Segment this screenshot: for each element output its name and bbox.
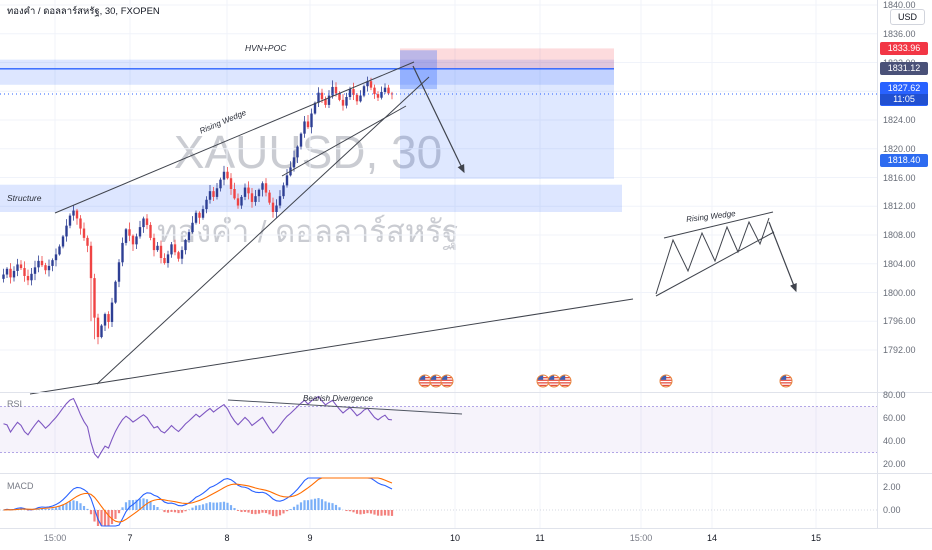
bearish-divergence-label[interactable]: Bearish Divergence	[303, 394, 373, 403]
price-tick: 1792.00	[883, 345, 916, 355]
time-tick: 11	[535, 533, 545, 543]
macd-tick: 0.00	[883, 505, 901, 515]
symbol-title[interactable]: ทองคำ / ดอลลาร์สหรัฐ, 30, FXOPEN	[7, 6, 160, 17]
economic-event-markers[interactable]	[418, 374, 793, 388]
us-flag-icon	[548, 375, 560, 387]
price-axis[interactable]: 1840.001836.001832.001828.001824.001820.…	[877, 0, 932, 529]
rsi-tick: 60.00	[883, 413, 906, 423]
price-tick: 1840.00	[883, 0, 916, 10]
price-tick: 1800.00	[883, 287, 916, 298]
us-flag-icon	[660, 375, 672, 387]
rsi-tick: 80.00	[883, 390, 906, 400]
price-tick: 1820.00	[883, 143, 916, 154]
us-flag-icon	[441, 375, 453, 387]
rsi-tick: 40.00	[883, 436, 906, 446]
resistance-band	[0, 59, 614, 85]
hvn-poc-zone	[400, 48, 614, 69]
us-flag-icon	[419, 375, 431, 387]
supply-zone	[400, 68, 614, 179]
price-tick: 1824.00	[883, 115, 916, 125]
structure-label[interactable]: Structure	[7, 193, 42, 203]
price-tick: 1804.00	[883, 258, 916, 269]
alert-price-label: 1818.40	[880, 153, 928, 167]
rsi-band	[0, 406, 877, 453]
time-tick: 10	[449, 533, 460, 543]
candlesticks[interactable]	[2, 76, 394, 345]
us-flag-icon	[537, 375, 549, 387]
time-axis[interactable]: 15:00 7 8 9 10 11 15:00 14 15	[0, 529, 932, 550]
entry-box	[400, 50, 437, 90]
rsi-tick: 20.00	[883, 459, 906, 469]
price-gridlines	[0, 4, 877, 351]
macd-signal-line[interactable]	[3, 477, 393, 523]
time-tick: 9	[307, 533, 313, 543]
macd-tick: 2.00	[883, 482, 901, 492]
macd-label[interactable]: MACD	[7, 481, 34, 491]
time-tick: 15:00	[629, 533, 653, 543]
last-price-label: 1827.62 11:05	[880, 81, 928, 106]
price-tick: 1808.00	[883, 230, 916, 240]
price-tick: 1816.00	[883, 172, 916, 183]
price-tick: 1836.00	[883, 28, 916, 39]
rising-wedge-sketch[interactable]	[655, 211, 775, 297]
structure-band	[0, 184, 622, 212]
time-tick: 8	[224, 533, 230, 543]
projection-arrows[interactable]	[412, 65, 797, 293]
hvn-poc-price-label: 1833.96	[880, 41, 928, 55]
time-tick: 14	[706, 533, 717, 543]
currency-selector[interactable]: USD	[890, 9, 926, 25]
hvn-poc-label[interactable]: HVN+POC	[245, 43, 287, 53]
time-tick: 15:00	[43, 533, 67, 543]
macd-line[interactable]	[3, 477, 393, 527]
macd-histogram	[2, 498, 394, 526]
price-tick: 1812.00	[883, 201, 916, 212]
us-flag-icon	[430, 375, 442, 387]
us-flag-icon	[559, 375, 571, 387]
zones[interactable]	[0, 48, 622, 212]
rsi-label[interactable]: RSI	[7, 399, 23, 409]
divergence-line[interactable]	[227, 399, 463, 415]
time-tick: 7	[127, 533, 133, 543]
zone-line-price-label: 1831.12	[880, 62, 928, 76]
us-flag-icon	[780, 375, 792, 387]
price-tick: 1796.00	[883, 316, 916, 327]
time-tick: 15	[810, 533, 821, 543]
trend-lines[interactable]	[29, 61, 634, 395]
rsi-line[interactable]	[3, 395, 393, 459]
